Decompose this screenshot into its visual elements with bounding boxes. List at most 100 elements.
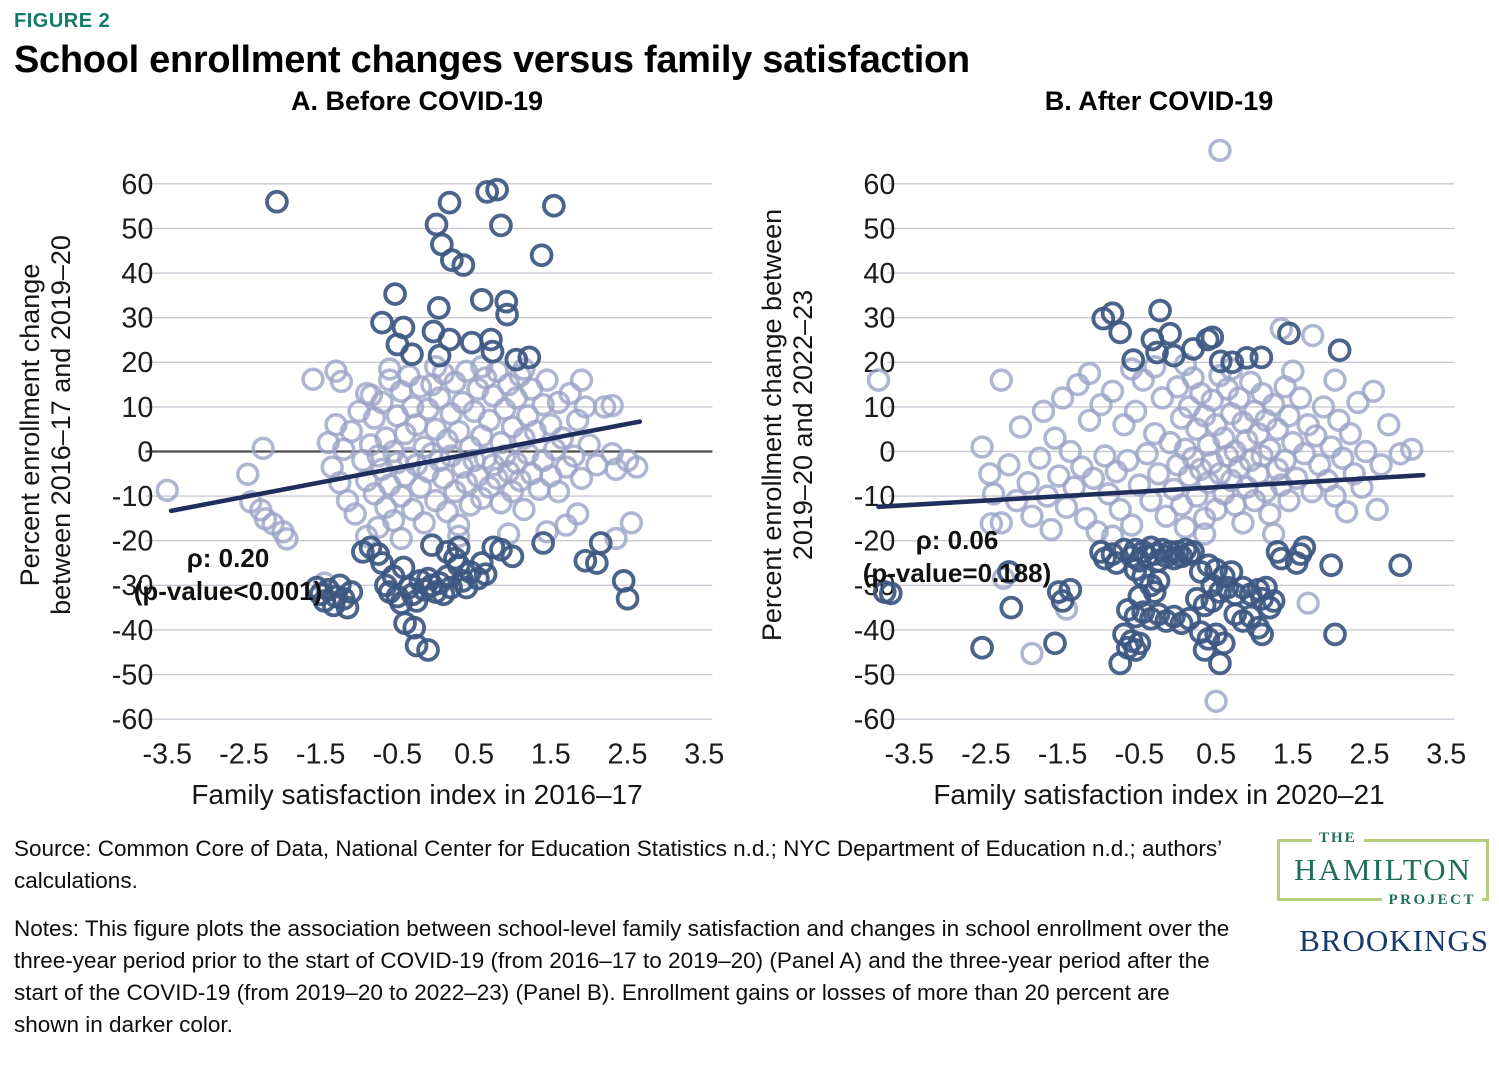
data-point-light xyxy=(1081,466,1106,490)
y-tick-label: -30 xyxy=(112,570,154,602)
data-point-dark xyxy=(531,531,555,555)
data-point-light xyxy=(562,444,586,468)
data-point-dark xyxy=(1208,349,1233,374)
data-point-dark xyxy=(351,540,375,564)
y-tick-label: -60 xyxy=(112,704,154,736)
data-point-dark xyxy=(1108,651,1133,676)
data-point-dark xyxy=(416,638,440,662)
data-point-light xyxy=(401,497,425,522)
data-point-light xyxy=(1281,359,1305,383)
data-point-light xyxy=(408,375,433,399)
panel-b: B. After COVID-19 Percent enrollment cha… xyxy=(756,86,1498,811)
data-point-light xyxy=(970,435,994,459)
data-point-light xyxy=(1319,435,1343,459)
x-tick-label: -3.5 xyxy=(142,739,192,771)
hamilton-logo-name: HAMILTON xyxy=(1294,852,1472,887)
data-point-light xyxy=(1258,437,1282,461)
data-point-light xyxy=(1112,413,1136,437)
data-point-dark xyxy=(500,544,525,569)
y-tick-label: 40 xyxy=(121,258,153,290)
data-point-light xyxy=(412,511,436,535)
y-tick-label: 40 xyxy=(863,258,895,290)
data-point-light xyxy=(1334,500,1359,524)
data-point-light xyxy=(1261,392,1286,417)
data-point-light xyxy=(324,359,348,383)
data-point-light xyxy=(604,457,628,482)
data-point-light xyxy=(447,524,471,548)
data-point-light xyxy=(424,488,448,513)
data-point-light xyxy=(301,367,325,391)
data-point-light xyxy=(275,527,299,551)
data-point-dark xyxy=(1327,338,1352,363)
y-tick-label: 50 xyxy=(863,213,895,245)
data-point-dark xyxy=(1250,622,1274,647)
x-tick-label: 3.5 xyxy=(1426,739,1466,771)
data-point-light xyxy=(1250,381,1274,406)
data-point-dark xyxy=(1208,651,1232,676)
x-tick-label: 2.5 xyxy=(608,739,648,771)
data-point-light xyxy=(1265,417,1290,441)
y-tick-label: -50 xyxy=(854,659,896,691)
figure-number-label: FIGURE 2 xyxy=(14,10,111,32)
data-point-light xyxy=(339,419,364,444)
data-point-light xyxy=(1204,689,1228,713)
panel-a-y-axis-label-line2: between 2016–17 and 2019–20 xyxy=(46,235,76,616)
y-tick-label: -10 xyxy=(112,481,154,513)
brookings-logo: BROOKINGS xyxy=(1299,923,1489,958)
data-point-dark xyxy=(437,190,462,215)
data-point-dark xyxy=(489,213,513,238)
data-point-light xyxy=(619,511,644,535)
panel-b-y-axis-label-line1: Percent enrollment change between xyxy=(757,209,787,642)
data-point-dark xyxy=(504,347,529,372)
data-point-light xyxy=(565,502,590,526)
data-point-light xyxy=(1123,399,1148,424)
data-point-light xyxy=(600,442,624,466)
data-point-light xyxy=(1369,453,1393,477)
y-tick-label: 30 xyxy=(121,303,153,335)
data-point-dark xyxy=(339,580,364,604)
panel-a-x-axis-label: Family satisfaction index in 2016–17 xyxy=(191,779,643,810)
data-point-light xyxy=(1077,361,1102,386)
data-point-light xyxy=(1039,517,1063,542)
data-point-light xyxy=(989,368,1013,392)
data-point-dark xyxy=(1219,560,1244,584)
data-point-dark xyxy=(1249,345,1274,370)
data-point-dark xyxy=(1223,582,1248,607)
data-point-dark xyxy=(400,342,424,367)
panel-b-chart-area: 60 50 40 30 20 10 0 -10 -20 -30 -40 -50 -60 -3.5 -2.5-… xyxy=(820,124,1498,779)
footer-text: Source: Common Core of Data, National Ce… xyxy=(14,833,1261,1041)
panel-a-y-axis-label-line1: Percent enrollment change xyxy=(15,263,45,587)
data-point-light xyxy=(1116,448,1140,473)
data-point-dark xyxy=(1269,546,1294,571)
data-point-light xyxy=(1008,415,1033,439)
data-point-light xyxy=(1192,522,1217,546)
panel-a: A. Before COVID-19 Percent enrollment ch… xyxy=(14,86,756,811)
data-point-light xyxy=(554,513,578,537)
y-tick-label: 20 xyxy=(121,347,153,379)
data-point-dark xyxy=(1043,631,1067,656)
data-point-dark xyxy=(1323,622,1347,647)
panel-a-correlation-annotation: ρ: 0.20 (p-value<0.001) xyxy=(94,542,362,608)
data-point-dark xyxy=(1108,320,1133,345)
panel-b-p-value: (p-value=0.188) xyxy=(862,558,1052,588)
data-point-light xyxy=(435,500,459,524)
x-tick-label: -0.5 xyxy=(373,739,423,771)
data-point-dark xyxy=(479,327,503,352)
data-point-light xyxy=(1120,513,1144,537)
trend-line xyxy=(168,419,643,514)
data-point-dark xyxy=(1388,553,1413,578)
x-tick-label: 0.5 xyxy=(1196,739,1236,771)
figure-footer: Source: Common Core of Data, National Ce… xyxy=(14,830,1499,1041)
panel-a-body: Percent enrollment change between 2016–1… xyxy=(14,124,756,779)
data-point-light xyxy=(477,408,502,432)
data-point-light xyxy=(979,512,1003,536)
data-point-light xyxy=(1231,511,1255,535)
data-point-light xyxy=(1400,437,1424,461)
data-point-light xyxy=(1292,442,1317,466)
hamilton-logo-the: THE xyxy=(1312,830,1364,847)
data-point-light xyxy=(1189,381,1213,406)
data-point-light xyxy=(1143,355,1167,379)
data-point-dark xyxy=(265,189,289,214)
data-point-dark xyxy=(485,177,509,202)
